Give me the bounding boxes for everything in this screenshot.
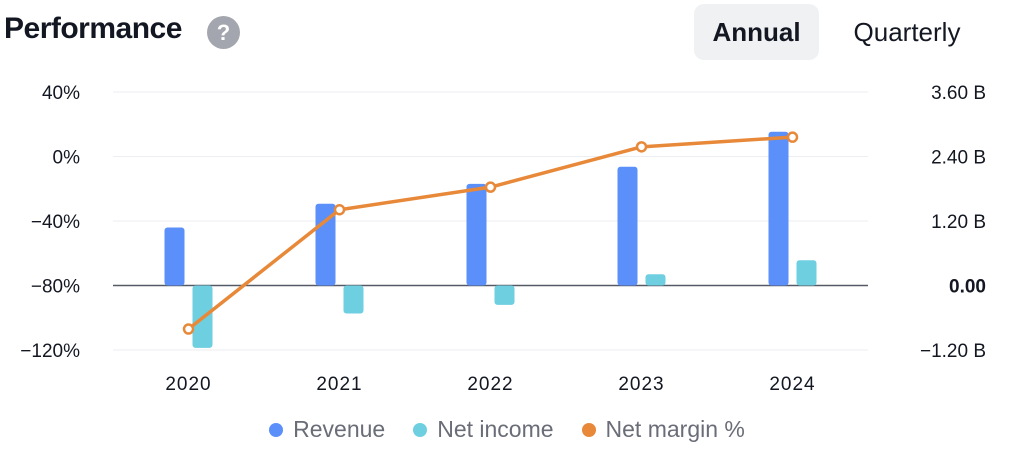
legend-item-net-margin[interactable]: Net margin %	[581, 416, 745, 443]
x-axis-tick-label: 2020	[165, 374, 211, 395]
x-axis-tick-label: 2022	[467, 374, 513, 395]
bar-net-income	[494, 285, 515, 305]
tab-annual[interactable]: Annual	[694, 4, 819, 60]
bar-net-income	[796, 260, 817, 286]
legend-dot-net-income	[413, 422, 428, 437]
left-axis-tick-label: −40%	[31, 212, 80, 233]
point-net-margin	[635, 141, 648, 153]
tab-quarterly[interactable]: Quarterly	[853, 17, 961, 47]
left-axis-tick-label: 40%	[42, 83, 80, 104]
point-net-margin	[484, 181, 497, 193]
left-axis-tick-label: −80%	[31, 277, 80, 298]
point-net-margin	[786, 131, 799, 143]
point-net-margin	[182, 323, 195, 335]
right-axis-tick-label: 3.60 B	[931, 83, 986, 104]
left-axis-tick-label: 0%	[53, 148, 81, 169]
bar-revenue	[466, 183, 487, 286]
x-axis-tick-label: 2023	[618, 374, 664, 395]
legend-label-net-margin: Net margin %	[605, 416, 745, 442]
header: Performance ? Annual Quarterly	[0, 0, 1014, 70]
right-axis-tick-label: 0.00	[949, 277, 986, 298]
legend-item-revenue[interactable]: Revenue	[269, 416, 385, 443]
legend-label-revenue: Revenue	[293, 416, 386, 442]
bar-revenue	[617, 166, 638, 286]
x-axis-tick-label: 2024	[769, 374, 815, 395]
help-icon[interactable]: ?	[207, 16, 240, 49]
left-axis-tick-label: −120%	[20, 341, 80, 362]
legend-dot-net-margin	[581, 422, 596, 437]
bar-revenue	[768, 131, 789, 286]
performance-chart: 40% 3.60 B 0% 2.40 B −40% 1.20 B −80% 0.00 −120%…	[20, 83, 986, 395]
bar-revenue	[164, 227, 185, 286]
line-net-margin	[187, 135, 793, 331]
bar-net-income	[343, 285, 364, 314]
legend-label-net-income: Net income	[437, 416, 554, 442]
legend-item-net-income[interactable]: Net income	[413, 416, 554, 443]
right-axis-tick-label: 2.40 B	[931, 148, 986, 169]
legend-dot-revenue	[269, 422, 284, 437]
point-net-margin	[333, 203, 346, 216]
chart-legend: Revenue Net income Net margin %	[0, 416, 1014, 443]
right-axis-tick-label: 1.20 B	[931, 212, 986, 233]
bar-net-income	[645, 274, 666, 286]
x-axis-tick-label: 2021	[316, 374, 362, 395]
page-title: Performance	[4, 12, 182, 45]
right-axis-tick-label: −1.20 B	[920, 341, 986, 362]
